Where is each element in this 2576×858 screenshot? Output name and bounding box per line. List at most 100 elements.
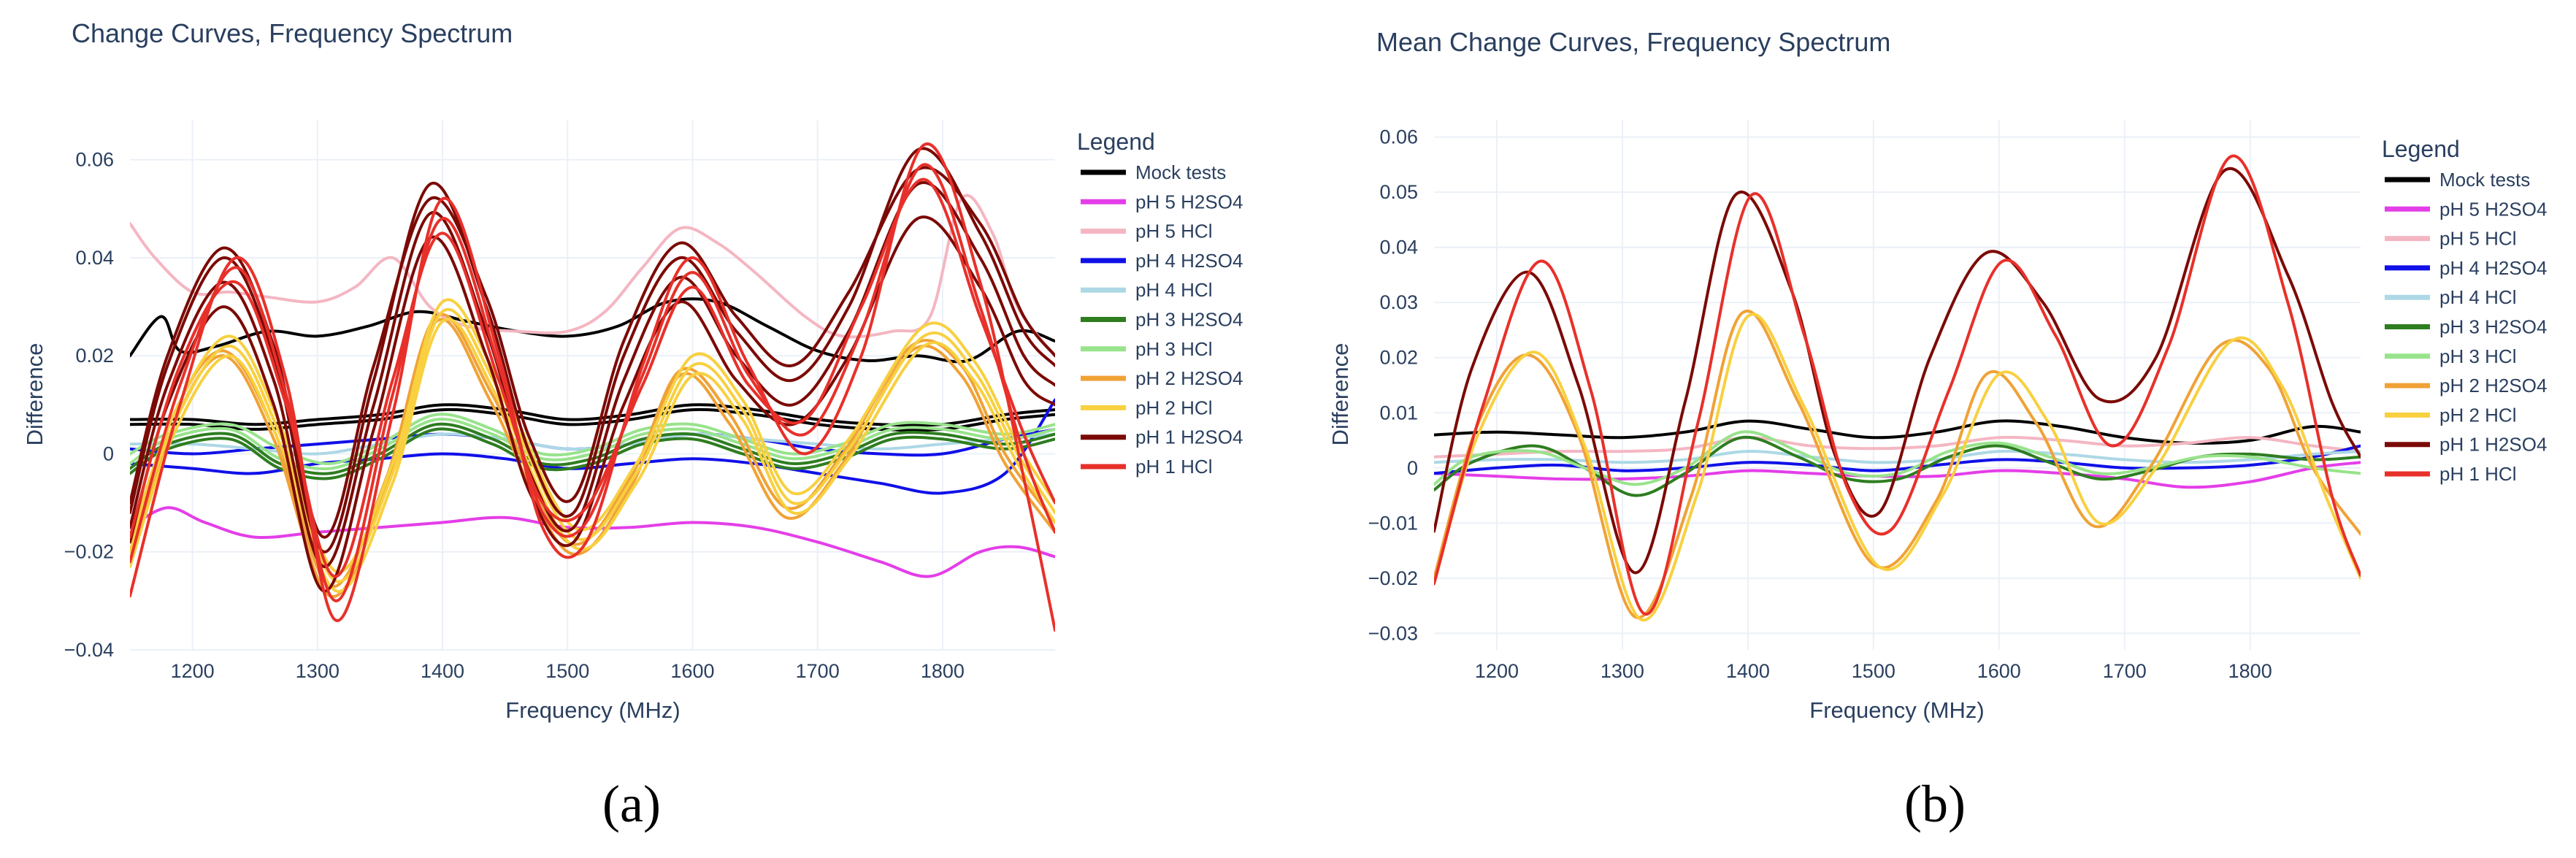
chart-a-series-ph-1-hcl (130, 142, 1055, 632)
chart-b-y-tick-label: 0 (1407, 457, 1418, 479)
chart-b-x-ticks: 1200 1300 1400 1500 1600 1700 1800 (1475, 660, 2272, 682)
chart-b-x-axis-label: Frequency (MHz) (1809, 697, 1984, 723)
chart-a-series-ph-3-h2so4 (130, 422, 1055, 475)
chart-b-x-tick-label: 1400 (1726, 660, 1770, 682)
chart-a-legend-label: pH 4 H2SO4 (1135, 250, 1243, 272)
chart-b-x-tick-label: 1600 (1977, 660, 2021, 682)
chart-b-legend-label: pH 5 HCl (2439, 228, 2516, 250)
chart-a-legend-item-mock-tests[interactable]: Mock tests (1081, 161, 1226, 183)
chart-b-y-tick-label: 0.06 (1379, 126, 1418, 148)
chart-b-series-ph-1-h2so4 (1434, 166, 2361, 575)
chart-panel-a: Change Curves, Frequency Spectrum −0.04−… (22, 18, 1243, 833)
chart-b-legend: Mock tests pH 5 H2SO4 pH 5 HCl pH 4 H2SO4 pH… (2385, 169, 2547, 485)
chart-a-x-tick-label: 1200 (171, 660, 215, 682)
chart-a-x-tick-label: 1800 (921, 660, 965, 682)
chart-a-legend-label: pH 5 HCl (1135, 221, 1212, 242)
chart-a-legend-label: pH 2 HCl (1135, 397, 1212, 418)
chart-a-series-ph-5-h2so4 (130, 506, 1055, 578)
chart-a-legend-item-ph-5-hcl[interactable]: pH 5 HCl (1081, 221, 1212, 242)
chart-b-x-tick-label: 1300 (1601, 660, 1644, 682)
chart-a-series (130, 142, 1055, 632)
chart-b-legend-label: pH 2 H2SO4 (2439, 375, 2547, 397)
chart-a-legend-label: pH 5 H2SO4 (1135, 191, 1243, 212)
chart-b-legend-item-ph-3-hcl[interactable]: pH 3 HCl (2385, 345, 2516, 367)
chart-a-x-tick-label: 1500 (545, 660, 589, 682)
chart-a-legend-label: pH 3 H2SO4 (1135, 309, 1243, 331)
chart-a-series-ph-5-hcl (130, 194, 1055, 358)
chart-b-y-tick-label: 0.03 (1379, 291, 1418, 313)
chart-a-x-tick-label: 1600 (670, 660, 714, 682)
chart-a-legend-item-ph-2-hcl[interactable]: pH 2 HCl (1081, 397, 1212, 418)
chart-b-legend-item-mock-tests[interactable]: Mock tests (2385, 169, 2530, 191)
chart-a-legend-title: Legend (1077, 129, 1155, 155)
chart-b-legend-label: pH 3 H2SO4 (2439, 316, 2547, 338)
chart-b-legend-label: pH 1 H2SO4 (2439, 434, 2547, 456)
chart-b-legend-label: pH 4 H2SO4 (2439, 257, 2547, 279)
chart-b-x-tick-label: 1700 (2103, 660, 2147, 682)
chart-a-legend-label: pH 3 HCl (1135, 338, 1212, 360)
chart-a-legend-item-ph-4-h2so4[interactable]: pH 4 H2SO4 (1081, 250, 1243, 272)
chart-a-y-tick-label: 0.02 (75, 345, 114, 367)
chart-a-y-tick-label: 0 (103, 443, 114, 464)
chart-b-legend-item-ph-1-h2so4[interactable]: pH 1 H2SO4 (2385, 434, 2547, 456)
chart-a-legend-label: pH 4 HCl (1135, 279, 1212, 301)
chart-a-gridlines (130, 120, 1055, 651)
chart-a-legend-item-ph-4-hcl[interactable]: pH 4 HCl (1081, 279, 1212, 301)
chart-b-legend-item-ph-3-h2so4[interactable]: pH 3 H2SO4 (2385, 316, 2547, 338)
chart-a-y-tick-label: 0.04 (75, 247, 114, 269)
chart-a-y-tick-label: −0.02 (64, 541, 114, 563)
chart-a-y-tick-label: −0.04 (64, 639, 114, 661)
chart-b-y-tick-label: 0.02 (1379, 347, 1418, 369)
chart-a-legend: Mock tests pH 5 H2SO4 pH 5 HCl pH 4 H2SO4 pH… (1081, 161, 1243, 478)
chart-b-legend-item-ph-4-h2so4[interactable]: pH 4 H2SO4 (2385, 257, 2547, 279)
chart-a-series-ph-1-h2so4 (130, 215, 1055, 593)
chart-a-x-axis-label: Frequency (MHz) (505, 697, 680, 723)
chart-b-x-tick-label: 1800 (2228, 660, 2272, 682)
chart-a-legend-item-ph-3-h2so4[interactable]: pH 3 H2SO4 (1081, 309, 1243, 331)
chart-a-legend-item-ph-1-hcl[interactable]: pH 1 HCl (1081, 456, 1212, 478)
chart-a-legend-item-ph-1-h2so4[interactable]: pH 1 H2SO4 (1081, 426, 1243, 448)
chart-a-series-ph-2-hcl (130, 298, 1055, 573)
chart-b-series-ph-2-hcl (1434, 313, 2361, 622)
chart-b-y-ticks: −0.03 −0.02 −0.01 0 0.01 0.02 0.03 0.04 0.05 0.06 (1368, 126, 1418, 645)
chart-b-legend-item-ph-2-h2so4[interactable]: pH 2 H2SO4 (2385, 375, 2547, 397)
chart-a-y-ticks: −0.04 −0.02 0 0.02 0.04 0.06 (64, 149, 114, 661)
chart-b-legend-label: pH 3 HCl (2439, 345, 2516, 367)
chart-b-legend-label: pH 4 HCl (2439, 286, 2516, 308)
chart-b-legend-item-ph-5-hcl[interactable]: pH 5 HCl (2385, 228, 2516, 250)
chart-b-legend-item-ph-2-hcl[interactable]: pH 2 HCl (2385, 404, 2516, 426)
chart-a-legend-label: pH 1 H2SO4 (1135, 426, 1243, 448)
chart-a-legend-label: pH 2 H2SO4 (1135, 367, 1243, 389)
chart-b-legend-label: pH 2 HCl (2439, 404, 2516, 426)
chart-a-x-tick-label: 1700 (796, 660, 840, 682)
chart-a-legend-item-ph-2-h2so4[interactable]: pH 2 H2SO4 (1081, 367, 1243, 389)
chart-b-y-tick-label: −0.01 (1368, 512, 1418, 534)
chart-a-y-tick-label: 0.06 (75, 149, 114, 171)
chart-a-x-ticks: 1200 1300 1400 1500 1600 1700 1800 (171, 660, 965, 682)
chart-b-series-mock-tests (1434, 419, 2361, 445)
chart-b-legend-item-ph-5-h2so4[interactable]: pH 5 H2SO4 (2385, 198, 2547, 220)
chart-a-x-tick-label: 1300 (296, 660, 340, 682)
chart-b-legend-item-ph-4-hcl[interactable]: pH 4 HCl (2385, 286, 2516, 308)
chart-b-panel-label: (b) (1904, 775, 1966, 833)
chart-b-legend-item-ph-1-hcl[interactable]: pH 1 HCl (2385, 463, 2516, 485)
chart-a-series-ph-1-h2so4 (130, 166, 1055, 539)
chart-b-y-tick-label: −0.02 (1368, 567, 1418, 589)
chart-b-x-tick-label: 1500 (1852, 660, 1895, 682)
chart-a-panel-label: (a) (602, 775, 661, 833)
chart-b-title: Mean Change Curves, Frequency Spectrum (1376, 27, 1890, 57)
chart-a-legend-item-ph-5-h2so4[interactable]: pH 5 H2SO4 (1081, 191, 1243, 212)
chart-a-legend-label: pH 1 HCl (1135, 456, 1212, 478)
chart-b-series-ph-2-h2so4 (1434, 310, 2361, 619)
chart-b-legend-label: pH 1 HCl (2439, 463, 2516, 485)
chart-a-series-ph-1-hcl (130, 177, 1055, 578)
chart-b-legend-label: pH 5 H2SO4 (2439, 198, 2547, 220)
chart-panel-b: Mean Change Curves, Frequency Spectrum −… (1327, 27, 2547, 833)
chart-b-y-tick-label: 0.05 (1379, 181, 1418, 203)
chart-a-title: Change Curves, Frequency Spectrum (72, 18, 513, 48)
chart-a-y-axis-label: Difference (22, 343, 47, 446)
chart-a-legend-item-ph-3-hcl[interactable]: pH 3 HCl (1081, 338, 1212, 360)
chart-b-gridlines (1434, 120, 2361, 650)
chart-a-legend-label: Mock tests (1135, 161, 1226, 183)
